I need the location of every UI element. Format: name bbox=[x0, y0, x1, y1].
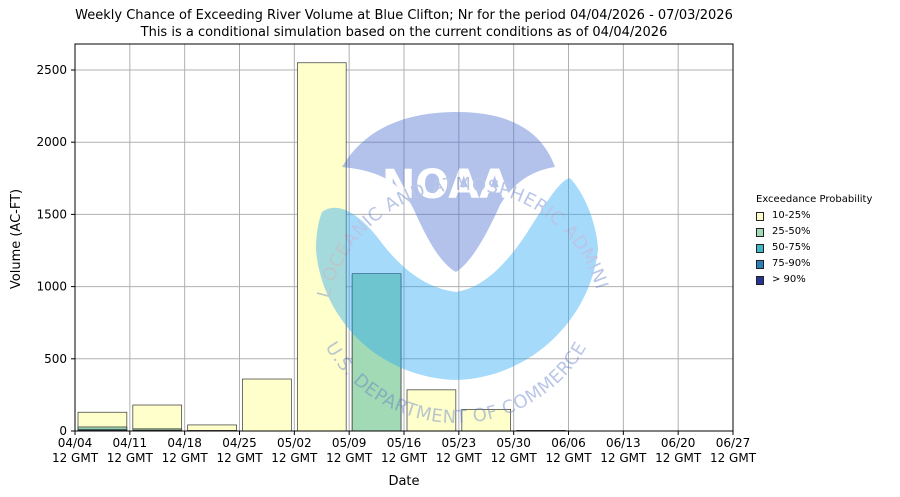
x-tick-label-date: 04/04 bbox=[58, 436, 93, 450]
legend-label: 50-75% bbox=[772, 242, 811, 253]
x-tick-label-time: 12 GMT bbox=[600, 451, 647, 465]
bar-25-50--5 bbox=[351, 273, 402, 432]
y-tick-label: 1000 bbox=[36, 280, 67, 294]
x-tick-label-time: 12 GMT bbox=[545, 451, 592, 465]
legend-item: 10-25% bbox=[756, 208, 872, 224]
x-tick-label-date: 04/18 bbox=[167, 436, 202, 450]
x-tick-label-date: 04/25 bbox=[222, 436, 257, 450]
noaa-logo-lower bbox=[316, 178, 598, 380]
noaa-logo-upper bbox=[342, 112, 555, 272]
x-tick-label-date: 05/09 bbox=[332, 436, 367, 450]
x-tick-label-date: 05/16 bbox=[387, 436, 422, 450]
legend-swatch bbox=[756, 243, 764, 253]
x-tick-label-date: 05/02 bbox=[277, 436, 312, 450]
legend: Exceedance Probability 10-25% 25-50% 50-75… bbox=[756, 192, 872, 288]
x-tick-label-time: 12 GMT bbox=[271, 451, 318, 465]
bar-10-25--4 bbox=[296, 62, 347, 432]
y-tick-label: 500 bbox=[44, 352, 67, 366]
x-tick-label-date: 05/30 bbox=[496, 436, 531, 450]
x-tick-label-time: 12 GMT bbox=[655, 451, 702, 465]
bar-10-25--6 bbox=[406, 389, 457, 432]
x-tick-label-date: 04/11 bbox=[113, 436, 148, 450]
x-tick-label-time: 12 GMT bbox=[710, 451, 757, 465]
legend-label: 10-25% bbox=[772, 210, 811, 221]
legend-swatch bbox=[756, 259, 764, 269]
y-axis-label: Volume (AC-FT) bbox=[9, 189, 24, 289]
y-tick-label: 2500 bbox=[36, 63, 67, 77]
legend-title: Exceedance Probability bbox=[756, 194, 873, 205]
bar-10-25--1 bbox=[132, 404, 183, 432]
x-tick-label-time: 12 GMT bbox=[216, 451, 263, 465]
legend-label: > 90% bbox=[772, 274, 806, 285]
x-axis-label: Date bbox=[388, 474, 419, 489]
y-tick-label: 1500 bbox=[36, 207, 67, 221]
legend-swatch bbox=[756, 211, 764, 221]
x-tick-label-time: 12 GMT bbox=[436, 451, 483, 465]
x-tick-label-date: 05/23 bbox=[442, 436, 477, 450]
x-tick-label-date: 06/20 bbox=[661, 436, 696, 450]
legend-item: 25-50% bbox=[756, 224, 872, 240]
x-tick-label-date: 06/13 bbox=[606, 436, 641, 450]
chart-title: Weekly Chance of Exceeding River Volume … bbox=[75, 8, 733, 23]
x-tick-label-time: 12 GMT bbox=[107, 451, 154, 465]
legend-item: > 90% bbox=[756, 272, 872, 288]
legend-swatch bbox=[756, 227, 764, 237]
legend-label: 25-50% bbox=[772, 226, 811, 237]
x-tick-label-time: 12 GMT bbox=[381, 451, 428, 465]
x-tick-label-time: 12 GMT bbox=[162, 451, 209, 465]
x-tick-label-date: 06/06 bbox=[551, 436, 586, 450]
x-tick-label-time: 12 GMT bbox=[491, 451, 538, 465]
legend-label: 75-90% bbox=[772, 258, 811, 269]
grid bbox=[74, 44, 734, 432]
x-tick-label-time: 12 GMT bbox=[326, 451, 373, 465]
y-tick-label: 2000 bbox=[36, 135, 67, 149]
y-tick-label: 0 bbox=[59, 424, 67, 438]
x-tick-label-time: 12 GMT bbox=[52, 451, 99, 465]
x-tick-label-date: 06/27 bbox=[716, 436, 751, 450]
bar-10-25--3 bbox=[242, 378, 292, 432]
bars bbox=[77, 62, 566, 432]
legend-swatch bbox=[756, 275, 764, 285]
chart-subtitle: This is a conditional simulation based o… bbox=[140, 25, 668, 40]
legend-item: 50-75% bbox=[756, 240, 872, 256]
noaa-logo-text: NOAA bbox=[382, 162, 510, 208]
legend-item: 75-90% bbox=[756, 256, 872, 272]
